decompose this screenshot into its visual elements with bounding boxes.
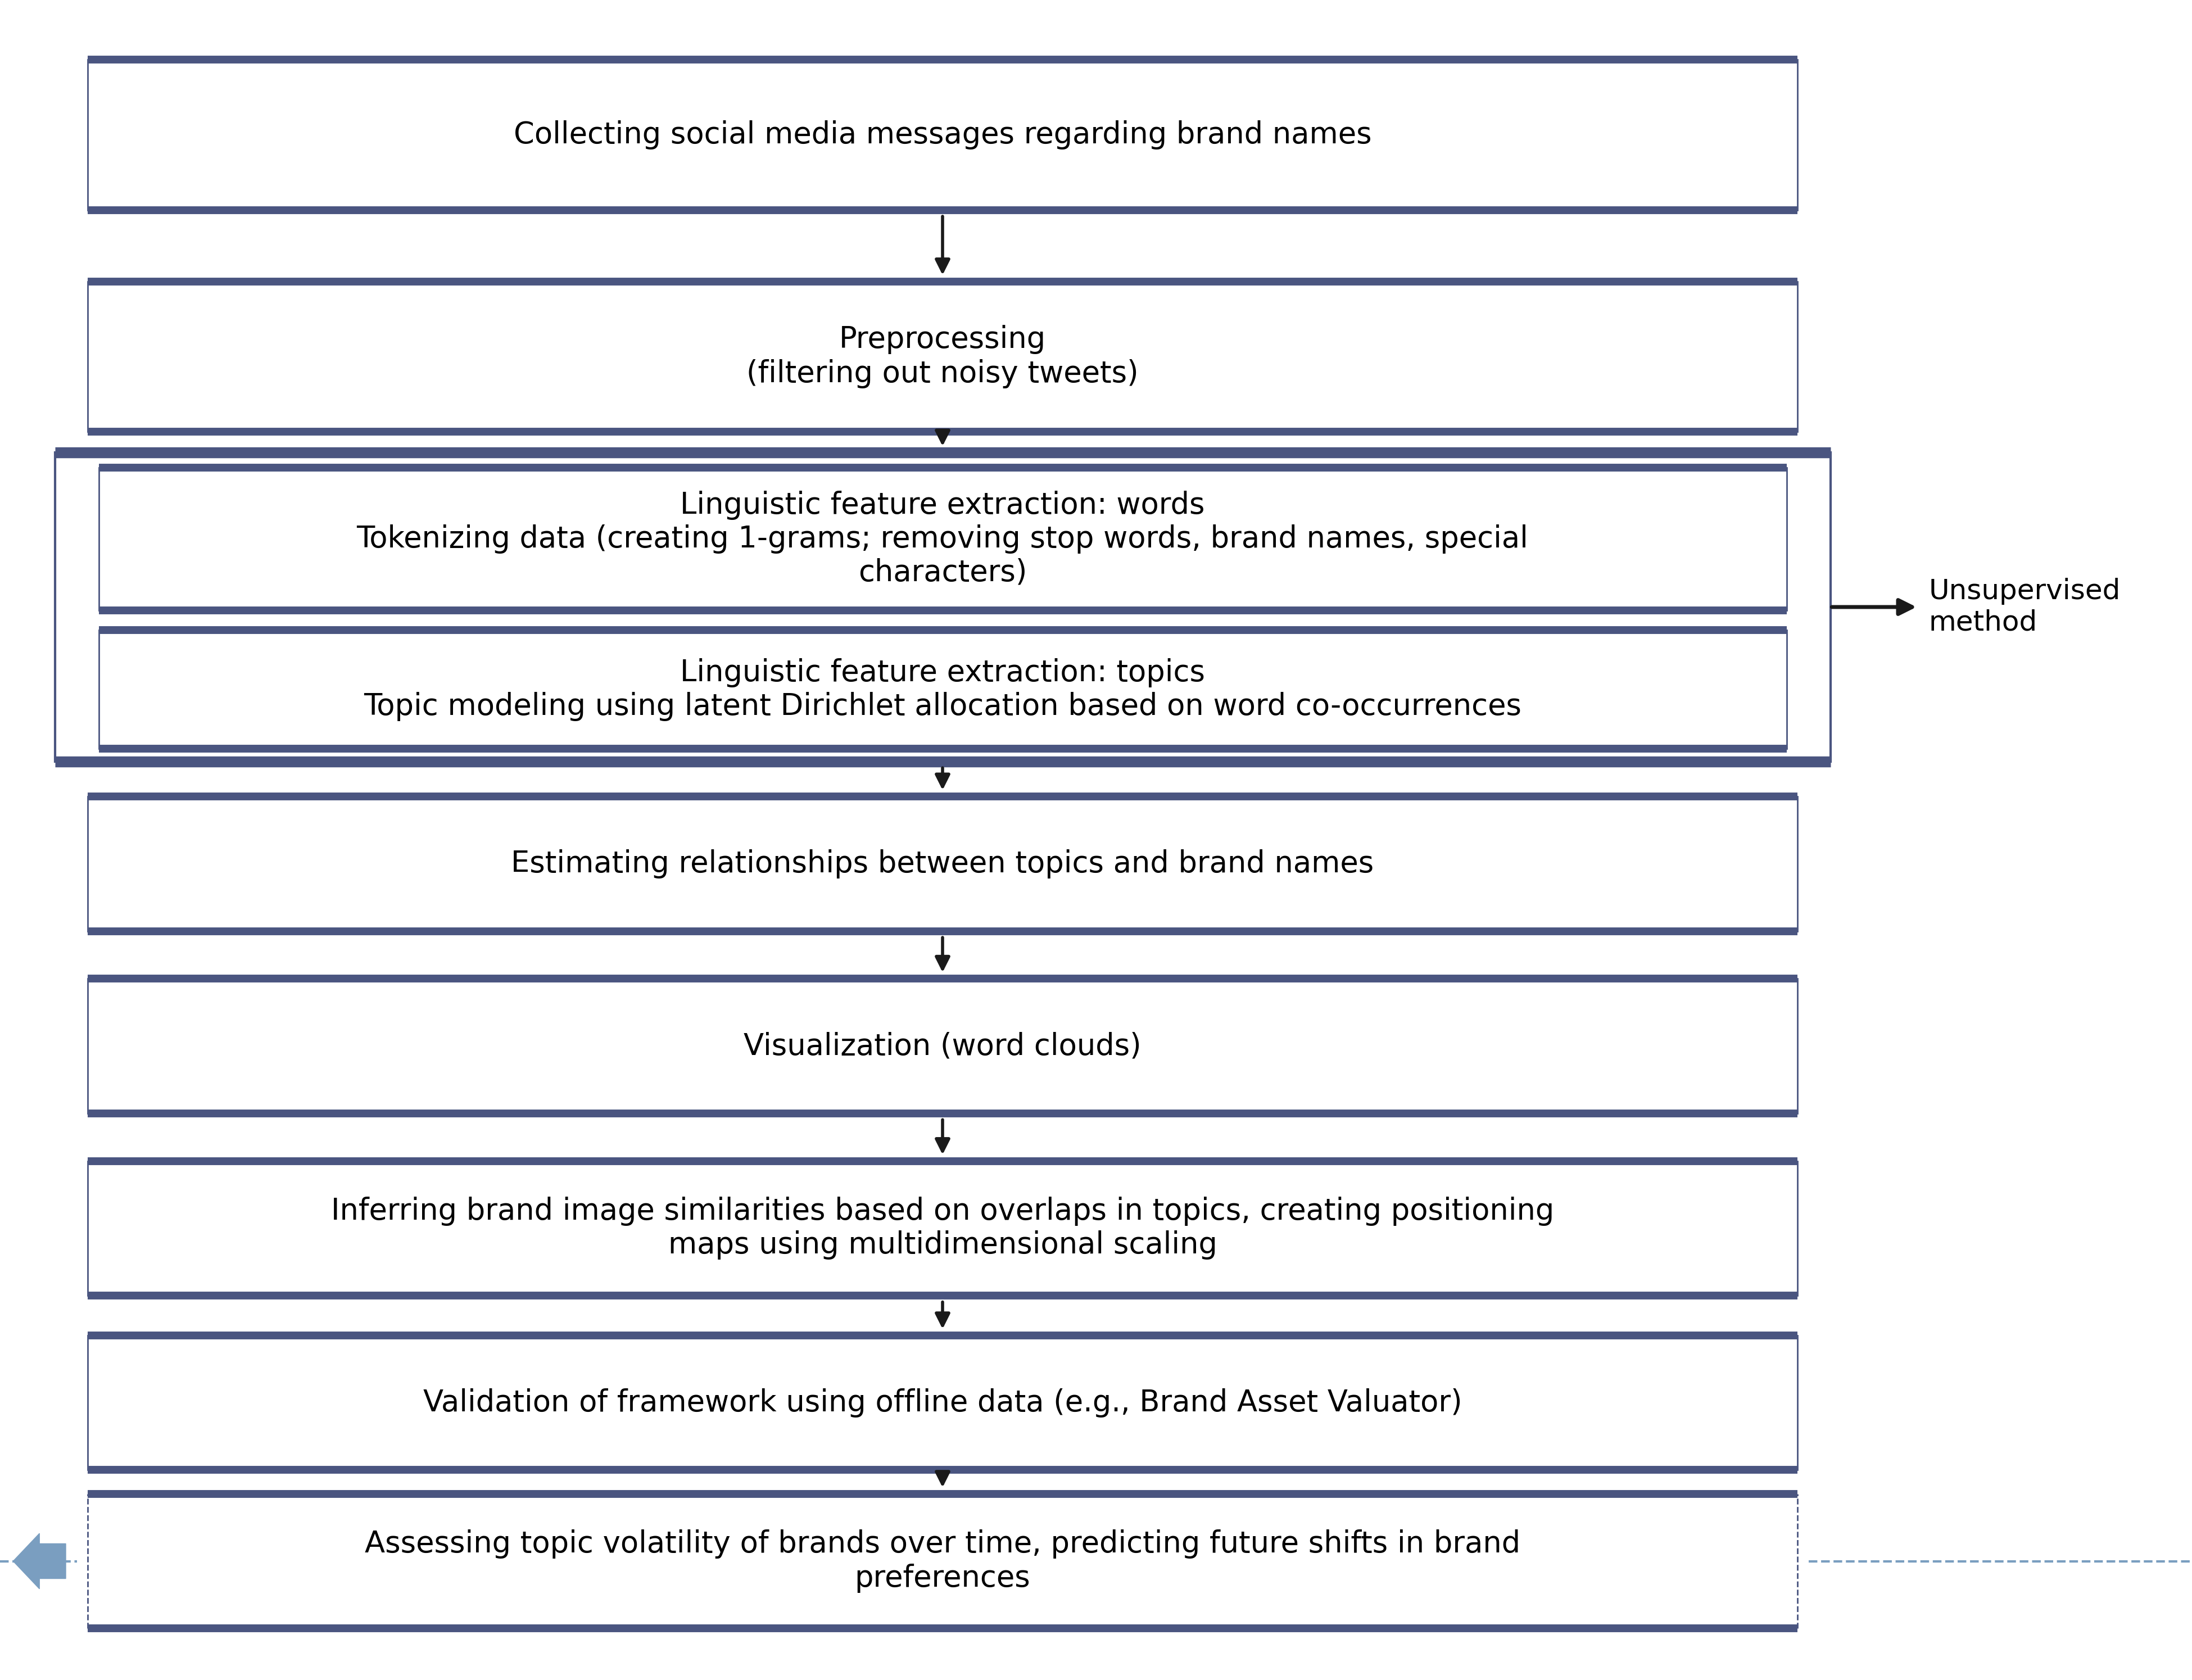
Bar bbox=[88, 1494, 1797, 1628]
Text: Linguistic feature extraction: words
Tokenizing data (creating 1-grams; removing: Linguistic feature extraction: words Tok… bbox=[357, 491, 1528, 588]
Bar bbox=[55, 452, 1830, 761]
FancyArrow shape bbox=[13, 1534, 66, 1589]
Bar bbox=[88, 281, 1797, 432]
Text: Linguistic feature extraction: topics
Topic modeling using latent Dirichlet allo: Linguistic feature extraction: topics To… bbox=[364, 659, 1521, 721]
Text: Unsupervised
method: Unsupervised method bbox=[1929, 578, 2122, 637]
Bar bbox=[88, 59, 1797, 210]
Text: Validation of framework using offline data (e.g., Brand Asset Valuator): Validation of framework using offline da… bbox=[423, 1388, 1462, 1418]
Text: Collecting social media messages regarding brand names: Collecting social media messages regardi… bbox=[513, 119, 1372, 150]
Bar bbox=[88, 796, 1797, 931]
Bar bbox=[99, 467, 1786, 610]
Text: Preprocessing
(filtering out noisy tweets): Preprocessing (filtering out noisy tweet… bbox=[747, 324, 1138, 388]
Text: Assessing topic volatility of brands over time, predicting future shifts in bran: Assessing topic volatility of brands ove… bbox=[364, 1529, 1521, 1593]
Bar bbox=[99, 630, 1786, 749]
Text: Visualization (word clouds): Visualization (word clouds) bbox=[743, 1032, 1142, 1060]
Text: Inferring brand image similarities based on overlaps in topics, creating positio: Inferring brand image similarities based… bbox=[331, 1196, 1554, 1260]
Bar bbox=[88, 979, 1797, 1114]
Text: Estimating relationships between topics and brand names: Estimating relationships between topics … bbox=[511, 848, 1374, 879]
Bar bbox=[88, 1161, 1797, 1295]
Bar bbox=[88, 1336, 1797, 1470]
